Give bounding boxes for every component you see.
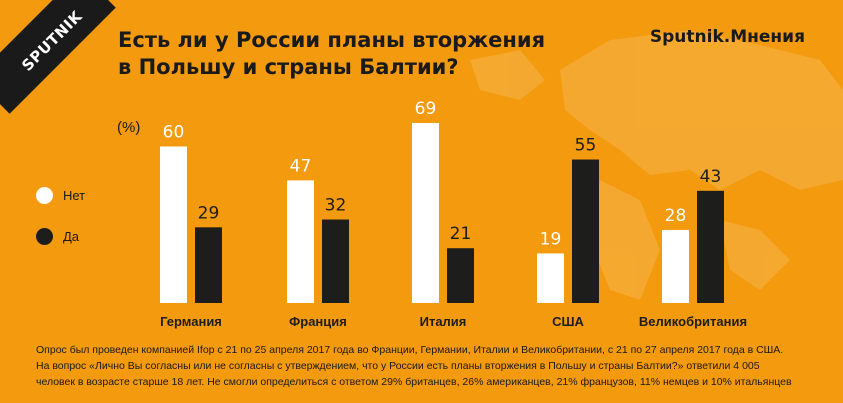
brand-label: Sputnik.Мнения: [649, 27, 805, 47]
value-label-no-3: 19: [540, 229, 562, 249]
value-label-no-4: 28: [665, 206, 687, 226]
bar-no-0: [160, 146, 187, 303]
bar-yes-3: [572, 159, 599, 303]
legend-swatch-yes: [36, 228, 53, 245]
value-label-yes-1: 32: [325, 196, 347, 216]
value-label-no-0: 60: [163, 122, 185, 142]
category-label-3: США: [552, 314, 584, 329]
legend-label-yes: Да: [63, 229, 80, 244]
bar-yes-1: [322, 219, 349, 303]
category-label-2: Италия: [420, 314, 467, 329]
value-label-no-2: 69: [415, 99, 437, 119]
legend-item-no: Нет: [36, 187, 85, 204]
footnote-line-2: На вопрос «Лично Вы согласны или не согл…: [36, 360, 760, 372]
value-label-yes-0: 29: [198, 203, 220, 223]
legend-label-no: Нет: [63, 188, 86, 203]
unit-label: (%): [117, 119, 141, 136]
bar-no-1: [287, 180, 314, 303]
title-line-2: в Польшу и страны Балтии?: [118, 55, 459, 79]
bar-yes-0: [195, 227, 222, 303]
bar-no-2: [412, 123, 439, 303]
bar-no-4: [662, 229, 689, 303]
category-label-4: Великобритания: [639, 314, 747, 329]
category-label-1: Франция: [289, 314, 347, 329]
footnote: Опрос был проведен компанией Ifop с 21 п…: [36, 342, 836, 390]
legend-item-yes: Да: [36, 228, 79, 245]
title-line-1: Есть ли у России планы вторжения: [118, 28, 546, 52]
footnote-line-3: человек в возрасте старше 18 лет. Не смо…: [36, 376, 792, 388]
category-label-0: Германия: [160, 314, 222, 329]
bar-yes-4: [697, 190, 724, 303]
value-label-yes-3: 55: [575, 136, 597, 156]
value-label-yes-4: 43: [700, 167, 722, 187]
chart-title: Есть ли у России планы вторжения в Польш…: [118, 27, 588, 81]
value-label-yes-2: 21: [450, 224, 472, 244]
value-label-no-1: 47: [290, 156, 312, 176]
bar-no-3: [537, 253, 564, 303]
footnote-line-1: Опрос был проведен компанией Ifop с 21 п…: [36, 344, 784, 356]
legend-swatch-no: [36, 187, 53, 204]
bar-yes-2: [447, 248, 474, 303]
